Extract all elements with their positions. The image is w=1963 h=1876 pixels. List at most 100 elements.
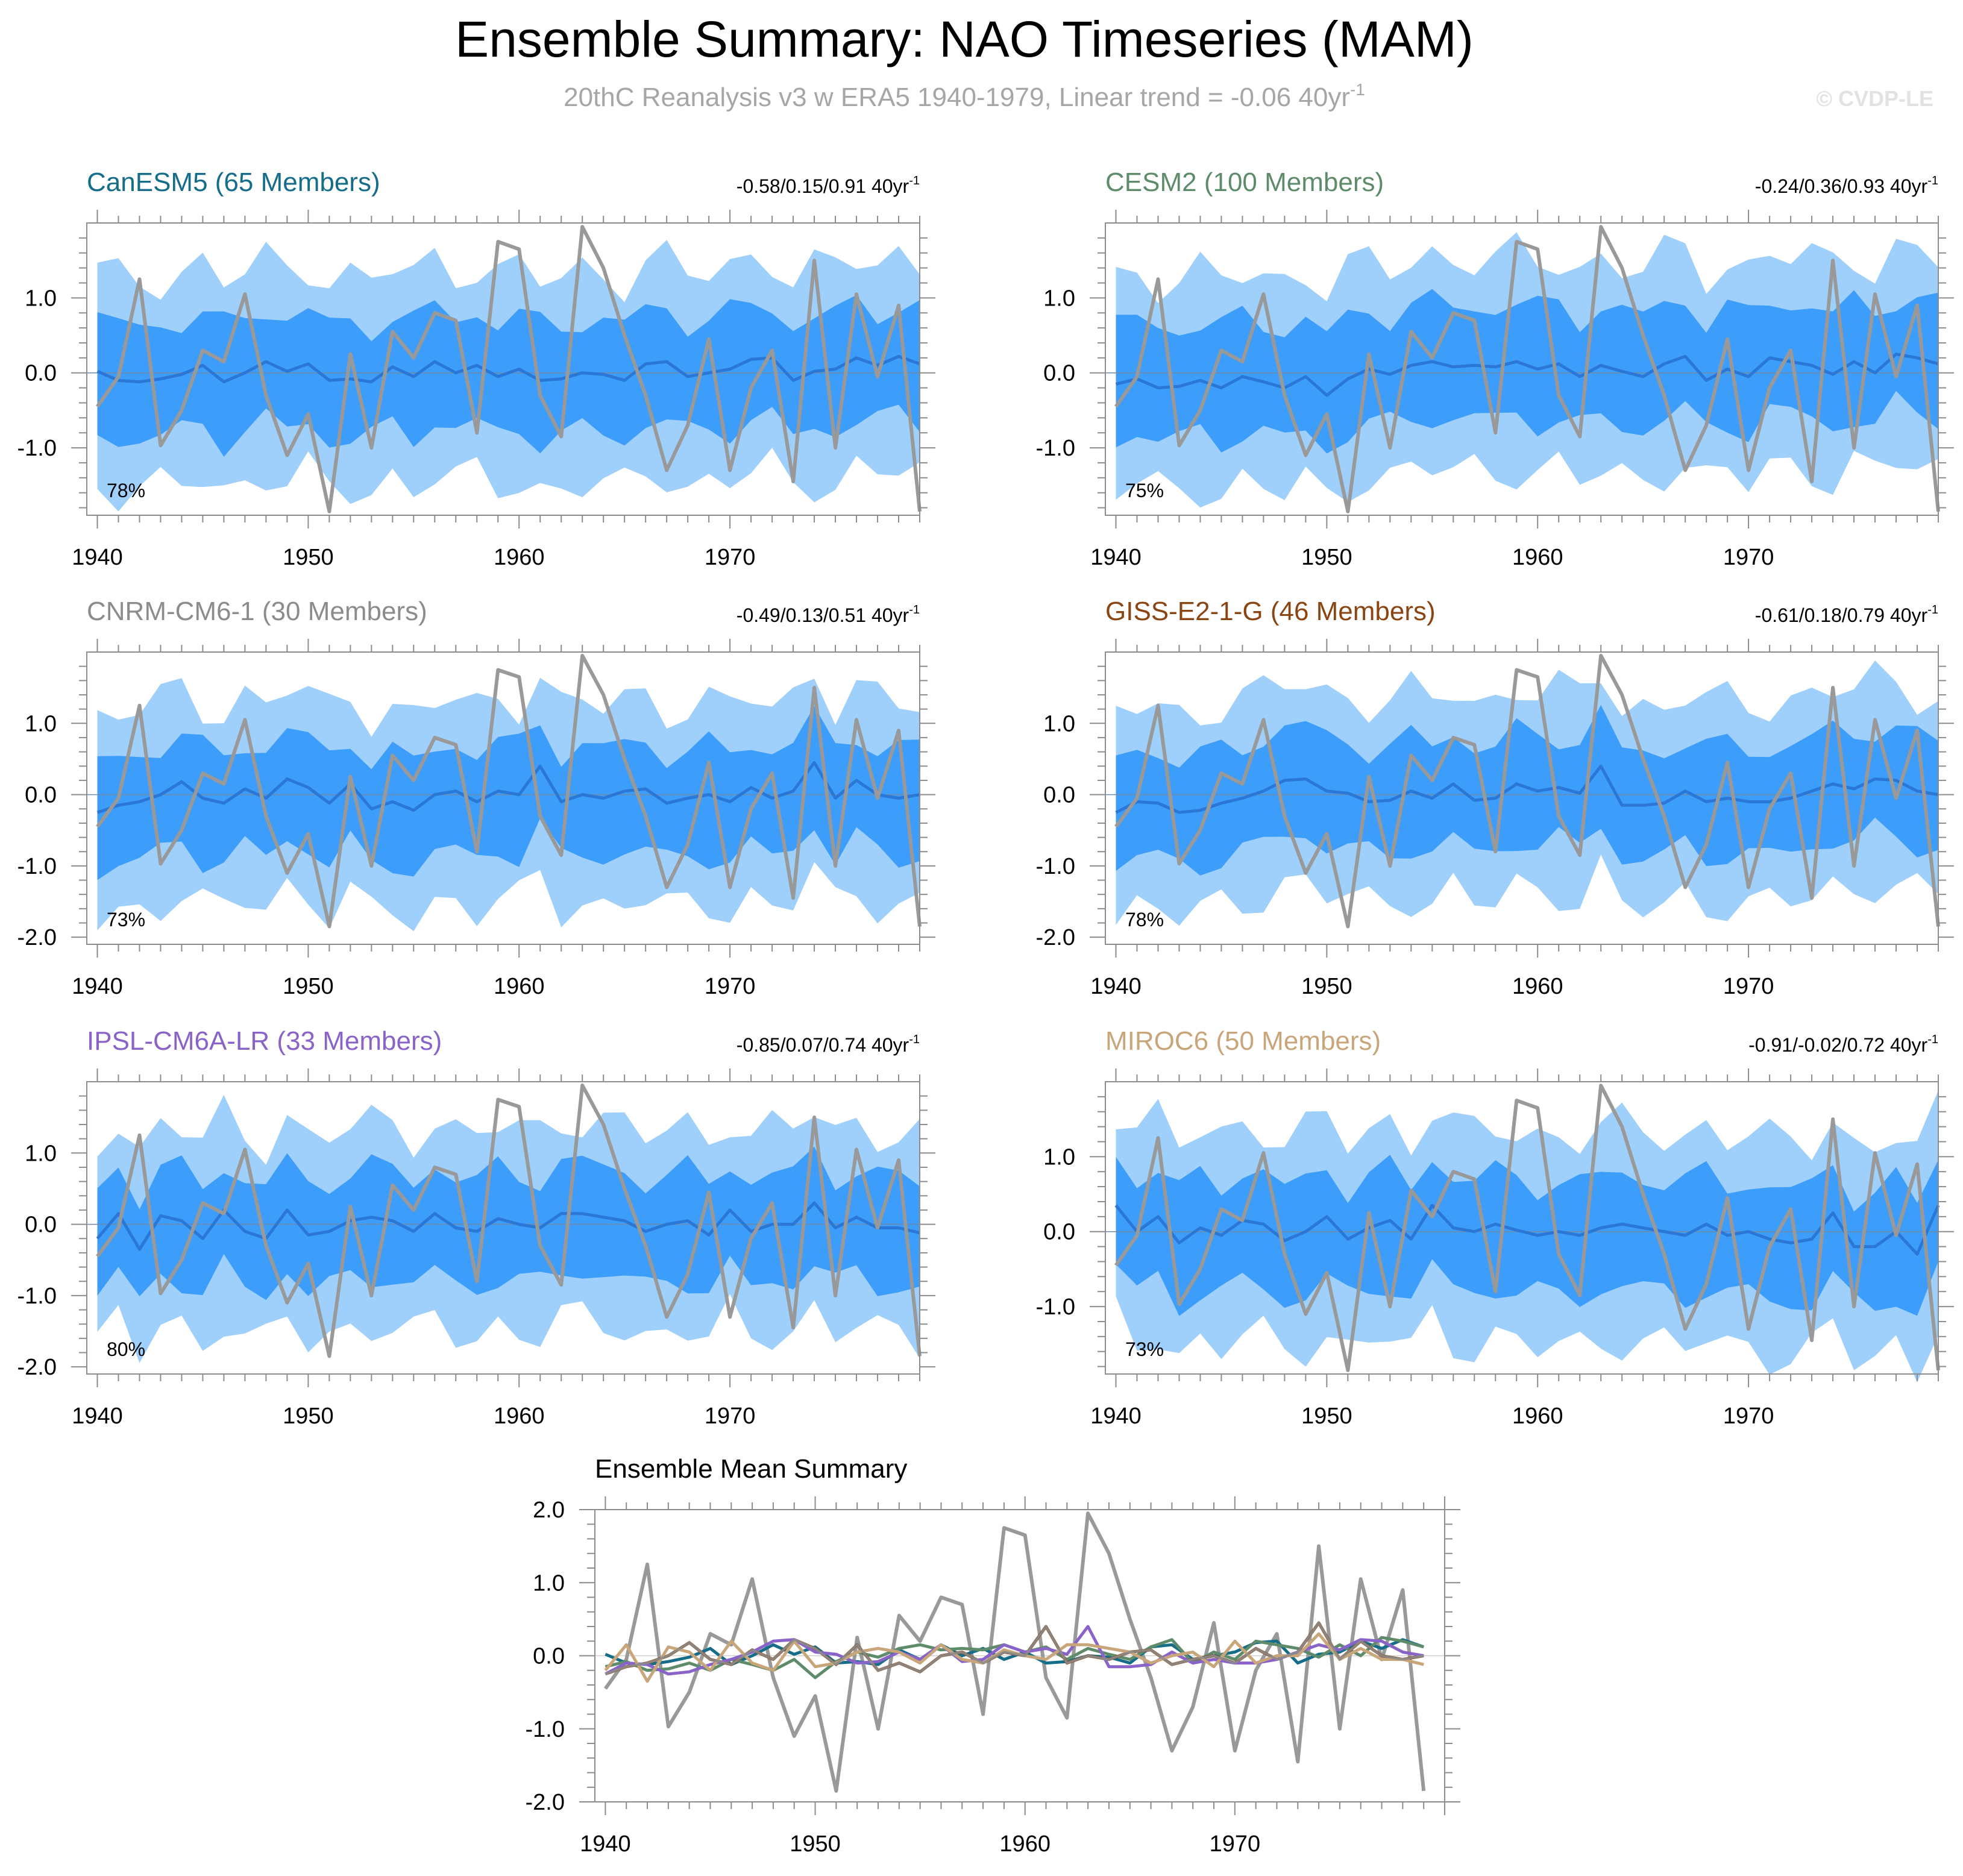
panel-5-ytick-label: -2.0 [17,1355,57,1380]
panel-3-xtick-label: 1970 [705,974,756,999]
panel-5-ytick-label: 0.0 [25,1212,57,1238]
panel-6-ytick-label: 1.0 [1043,1144,1075,1170]
panel-5-ytick-label: 1.0 [25,1141,57,1166]
panel-2-trend-text: -0.24/0.36/0.93 40yr-1 [1755,174,1938,197]
panel-4-percent-label: 78% [1125,909,1164,930]
panel-1-ytick-label: 1.0 [25,286,57,311]
panel-7: 1940 1950 1960 1970 2.0 1.0 0.0 -1.0 -2.0 Ensembl… [526,1454,1460,1857]
panel-4-xtick-label: 1970 [1723,974,1774,999]
panel-2-ensemble-mean-line [1115,353,1939,397]
panel-3-ensemble-mean-line [96,761,920,814]
panel-6-trend-text: -0.91/-0.02/0.72 40yr-1 [1748,1033,1938,1056]
panel-3-trend-sup: -1 [909,603,920,616]
panel-4-ytick-label: 0.0 [1043,783,1075,808]
panel-3-title: CNRM-CM6-1 (30 Members) [87,597,427,626]
panel-5-observed-line [96,1083,922,1358]
panel-6-xtick-label: 1960 [1512,1404,1563,1429]
panel-4-inner-band [1116,704,1938,876]
panel-5-frame [86,1081,920,1375]
panel-1-xtick-label: 1960 [494,545,545,570]
panel-3-ytick-label: -2.0 [17,925,57,950]
panel-6-observed-line [1114,1084,1940,1372]
panel-1-inner-band [97,295,920,457]
panel-3-frame [86,651,920,945]
panel-6-xtick-label: 1950 [1301,1404,1352,1429]
panels: 1940 1950 1960 1970 1.0 0.0 -1.0 CanESM5 (65 Me… [17,168,1954,1857]
panel-7-xtick-label: 1950 [790,1831,841,1857]
panel-6-trend-main: -0.91/-0.02/0.72 40yr [1748,1034,1927,1056]
panel-6-percent-label: 73% [1125,1338,1164,1360]
panel-7-xtick-label: 1970 [1210,1831,1261,1857]
panel-4-ytick-label: -2.0 [1036,925,1075,950]
panel-2-title: CESM2 (100 Members) [1105,168,1384,197]
figure-subtitle-sup: -1 [1350,80,1365,99]
panel-6-xtick-label: 1970 [1723,1404,1774,1429]
panel-1-xtick-label: 1970 [705,545,756,570]
panel-5-trend-main: -0.85/0.07/0.74 40yr [737,1034,909,1056]
panel-7-series-ipsl-cm6a-lr-line [604,1632,1424,1683]
panel-1-frame [86,222,920,516]
panel-6-ensemble-mean-line [1114,1203,1940,1256]
panel-1: 1940 1950 1960 1970 1.0 0.0 -1.0 CanESM5 (65 Me… [17,168,935,570]
panel-1-trend-main: -0.58/0.15/0.91 40yr [737,175,909,197]
panel-2: 1940 1950 1960 1970 1.0 0.0 -1.0 CESM2 (100 Mem… [1036,168,1954,570]
panel-6-title: MIROC6 (50 Members) [1105,1026,1381,1056]
panel-2-ytick-label: -1.0 [1036,436,1075,461]
panel-3: 1940 1950 1960 1970 1.0 0.0 -1.0 -2.0 CNRM-CM6-1… [17,597,935,999]
panel-2-ytick-label: 1.0 [1043,286,1075,311]
panel-4-observed-line [1114,653,1940,929]
figure-title: Ensemble Summary: NAO Timeseries (MAM) [455,11,1474,67]
panel-4-ytick-label: -1.0 [1036,854,1075,879]
figure-subtitle: 20thC Reanalysis v3 w ERA5 1940-1979, Li… [564,80,1365,112]
panel-6-trend-sup: -1 [1927,1033,1938,1046]
panel-1-ensemble-mean-line [96,354,920,384]
panel-4-trend-sup: -1 [1927,603,1938,616]
panel-5-trend-text: -0.85/0.07/0.74 40yr-1 [737,1033,920,1056]
panel-7-ytick-label: -1.0 [526,1717,565,1742]
panel-3-xtick-label: 1960 [494,974,545,999]
panel-5-xtick-label: 1940 [72,1404,123,1429]
panel-5-trend-sup: -1 [909,1033,920,1046]
panel-4-frame [1105,651,1939,945]
panel-5-ytick-label: -1.0 [17,1284,57,1309]
panel-2-inner-band [1116,289,1938,454]
panel-3-ytick-label: 1.0 [25,711,57,736]
panel-7-xtick-label: 1960 [999,1831,1051,1857]
panel-5-inner-band [97,1146,920,1300]
panel-5-xtick-label: 1970 [705,1404,756,1429]
panel-1-xtick-label: 1950 [283,545,334,570]
panel-1-trend-text: -0.58/0.15/0.91 40yr-1 [737,174,920,197]
panel-5-ensemble-mean-line [96,1201,920,1251]
panel-1-observed-line [96,225,922,513]
panel-6-ytick-label: -1.0 [1036,1294,1075,1320]
panel-6-xtick-label: 1940 [1090,1404,1142,1429]
figure-subtitle-main: 20thC Reanalysis v3 w ERA5 1940-1979, Li… [564,83,1350,112]
panel-4-xtick-label: 1950 [1301,974,1352,999]
panel-2-ytick-label: 0.0 [1043,361,1075,386]
panel-3-xtick-label: 1950 [283,974,334,999]
panel-7-series-cnrm-cm6-1-line [605,1621,1424,1675]
panel-3-trend-main: -0.49/0.13/0.51 40yr [737,604,909,626]
panel-6-inner-band [1116,1155,1938,1316]
panel-1-ytick-label: -1.0 [17,436,57,461]
panel-2-xtick-label: 1940 [1090,545,1142,570]
panel-4-xtick-label: 1940 [1090,974,1142,999]
panel-7-ytick-label: -2.0 [526,1790,565,1815]
panel-7-observed-line [603,1511,1426,1793]
panel-2-xtick-label: 1950 [1301,545,1352,570]
panel-2-percent-label: 75% [1125,480,1164,501]
panel-3-percent-label: 73% [107,909,145,930]
panel-2-observed-line [1114,225,1940,513]
panel-4-xtick-label: 1960 [1512,974,1563,999]
panel-5-xtick-label: 1950 [283,1404,334,1429]
panel-5: 1940 1950 1960 1970 1.0 0.0 -1.0 -2.0 IPSL-CM6A-… [17,1026,935,1429]
panel-3-ytick-label: 0.0 [25,783,57,808]
panel-6: 1940 1950 1960 1970 1.0 0.0 -1.0 MIROC6 (50 Mem… [1036,1026,1954,1429]
panel-5-xtick-label: 1960 [494,1404,545,1429]
panel-1-xtick-label: 1940 [72,545,123,570]
panel-2-xtick-label: 1960 [1512,545,1563,570]
panel-7-ytick-label: 1.0 [533,1570,565,1596]
panel-3-ytick-label: -1.0 [17,854,57,879]
panel-4-trend-main: -0.61/0.18/0.79 40yr [1755,604,1928,626]
